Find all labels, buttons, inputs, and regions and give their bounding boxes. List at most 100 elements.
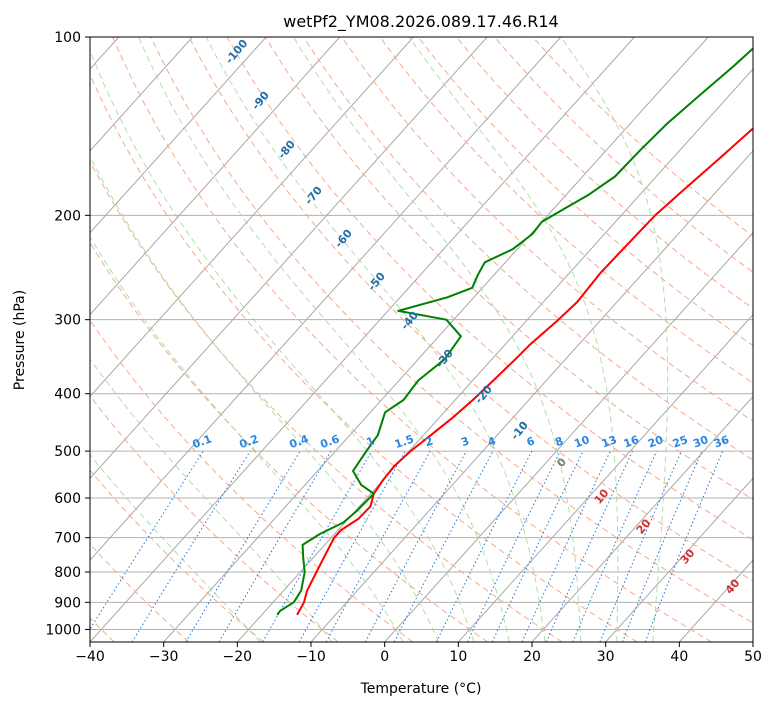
moist-adiabat (138, 37, 510, 642)
mixing-ratio-label: 13 (600, 433, 619, 450)
isotherm-label: 0 (554, 455, 569, 469)
mixing-ratio-line (325, 450, 431, 642)
mixing-ratio-label: 8 (553, 434, 565, 449)
mixing-ratio-line (90, 450, 204, 630)
moist-adiabat (90, 49, 475, 642)
y-tick-label: 1000 (45, 622, 81, 638)
dry-adiabat (90, 319, 414, 642)
mixing-ratio-line (364, 450, 467, 642)
y-tick-label: 100 (54, 30, 81, 46)
mixing-ratio-line (185, 450, 301, 642)
isotherm-line (90, 37, 414, 398)
mixing-ratio-label: 1 (365, 434, 377, 449)
dry-adiabat (341, 37, 753, 422)
y-tick-label: 900 (54, 595, 81, 611)
isotherm-label: -60 (332, 227, 355, 251)
temperature-line (296, 127, 753, 616)
mixing-ratio-line (298, 450, 406, 642)
isotherm-line (752, 641, 753, 642)
mixing-ratio-label: 16 (622, 433, 641, 451)
mixing-ratio-label: 0.2 (238, 432, 261, 451)
mixing-ratio-label: 4 (486, 434, 498, 449)
dry-adiabat (455, 37, 753, 310)
mixing-ratio-label: 30 (691, 433, 710, 451)
isotherm-label: -100 (223, 37, 251, 67)
y-tick-label: 200 (54, 208, 81, 224)
mixing-ratio-label: 10 (572, 433, 591, 451)
mixing-ratio-line (491, 450, 584, 642)
isotherm-line (90, 37, 635, 642)
dry-adiabat (112, 37, 712, 642)
isotherm-label: 30 (678, 546, 698, 566)
y-tick-label: 500 (54, 444, 81, 460)
mixing-ratio-label: 0.1 (191, 432, 214, 451)
isotherm-label: -70 (302, 184, 325, 208)
y-tick-label: 800 (54, 565, 81, 581)
dry-adiabat (532, 37, 753, 237)
isotherm-line (384, 231, 753, 642)
dry-adiabat (150, 37, 753, 624)
moist-adiabat (90, 358, 333, 642)
mixing-ratio-line (393, 450, 494, 642)
mixing-ratio-label: 2 (423, 434, 435, 449)
mixing-ratio-line (467, 450, 561, 642)
isotherm-line (163, 37, 709, 642)
isotherm-line (457, 313, 753, 642)
mixing-ratio-label: 36 (712, 433, 731, 451)
moist-adiabat (90, 453, 261, 642)
y-tick-label: 300 (54, 313, 81, 329)
y-axis-label: Pressure (hPa) (12, 290, 28, 390)
y-tick-label: 400 (54, 387, 81, 403)
isotherm-line (531, 395, 753, 642)
x-tick-label: −20 (223, 649, 253, 665)
chart-title: wetPf2_YM08.2026.089.17.46.R14 (283, 12, 558, 32)
mixing-ratio-label: 1.5 (393, 432, 416, 451)
y-tick-label: 700 (54, 531, 81, 547)
x-tick-label: 20 (523, 649, 541, 665)
x-tick-label: 40 (670, 649, 688, 665)
mixing-ratio-line (644, 450, 724, 642)
x-tick-label: 10 (449, 649, 467, 665)
dry-adiabat (90, 394, 339, 642)
dry-adiabat (90, 469, 264, 642)
mixing-ratio-label: 3 (459, 434, 471, 449)
moist-adiabat (90, 235, 404, 642)
y-tick-label: 600 (54, 491, 81, 507)
mixing-ratio-line (572, 450, 658, 642)
moist-adiabat (205, 37, 546, 642)
dry-adiabat (379, 37, 753, 384)
x-tick-label: 0 (380, 649, 389, 665)
mixing-ratio-label: 0.6 (318, 432, 341, 451)
x-axis-label: Temperature (°C) (360, 681, 482, 697)
moist-adiabat (560, 37, 669, 642)
dewpoint-line (276, 47, 753, 616)
x-tick-label: 50 (744, 649, 762, 665)
isotherm-line (236, 68, 753, 642)
mixing-ratio-line (131, 450, 251, 642)
dry-adiabat (90, 543, 190, 642)
x-tick-label: −40 (75, 649, 105, 665)
mixing-ratio-line (599, 450, 682, 642)
isotherm-line (90, 37, 562, 561)
plot-frame (89, 36, 754, 643)
mixing-ratio-line (435, 450, 533, 642)
dry-adiabat (417, 37, 753, 347)
x-tick-label: 30 (597, 649, 615, 665)
mixing-ratio-label: 25 (671, 433, 690, 450)
isotherm-label: -90 (249, 89, 272, 113)
mixing-ratio-line (621, 450, 703, 642)
mixing-ratio-label: 0.4 (288, 432, 311, 451)
mixing-ratio-label: 20 (646, 433, 665, 451)
isotherm-label: 10 (592, 486, 612, 506)
moist-adiabat (90, 155, 439, 642)
moist-adiabat (293, 37, 582, 642)
dry-adiabat (90, 160, 563, 642)
isotherm-line (90, 37, 193, 152)
isotherm-label: 40 (723, 576, 743, 596)
mixing-ratio-line (545, 450, 633, 642)
moist-adiabat (408, 37, 619, 642)
isotherm-line (310, 150, 753, 642)
isotherm-line (90, 37, 488, 480)
x-tick-label: −10 (296, 649, 326, 665)
dry-adiabat (90, 241, 488, 642)
